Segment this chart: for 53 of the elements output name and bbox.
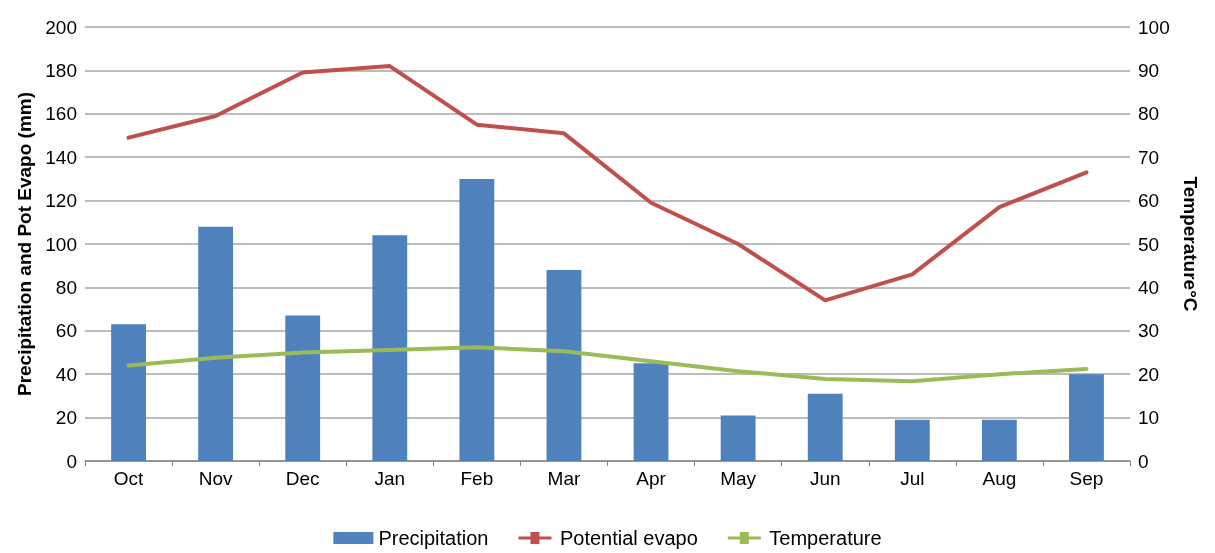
line-series <box>126 345 1089 384</box>
y-tick-label: 140 <box>45 146 77 168</box>
x-tick-label: May <box>720 468 757 489</box>
y2-tick-label: 0 <box>1138 450 1149 472</box>
bar <box>111 324 146 461</box>
legend-label: Precipitation <box>378 527 489 549</box>
legend-label: Temperature <box>769 527 882 549</box>
bar <box>981 419 1017 461</box>
y-tick-label: 100 <box>45 233 77 255</box>
y-tick-label: 20 <box>55 407 77 429</box>
y-tick-label: 40 <box>55 363 77 385</box>
x-tick-label: Apr <box>636 468 667 489</box>
y2-tick-label: 70 <box>1138 146 1160 168</box>
y-tick-label: 0 <box>66 450 77 472</box>
x-tick-label: Jul <box>900 468 925 489</box>
bar <box>372 235 408 461</box>
y2-tick-label: 50 <box>1138 233 1160 255</box>
y-tick-label: 120 <box>45 190 77 212</box>
x-tick-label: Jun <box>809 468 841 489</box>
y2-tick-label: 60 <box>1138 190 1160 212</box>
x-tick-label: Mar <box>547 468 581 489</box>
x-tick-label: Nov <box>198 468 234 489</box>
y2-axis-title: Temperature°C <box>1179 176 1201 312</box>
y-tick-label: 60 <box>55 320 77 342</box>
legend-label: Potential evapo <box>559 527 698 549</box>
line-series <box>126 64 1089 303</box>
y-tick-label: 180 <box>45 59 77 81</box>
y2-tick-label: 40 <box>1138 276 1160 298</box>
y2-tick-label: 10 <box>1138 407 1160 429</box>
y2-tick-label: 20 <box>1138 363 1160 385</box>
x-tick-label: Sep <box>1069 468 1104 489</box>
y-tick-label: 80 <box>55 276 77 298</box>
x-tick-label: Jan <box>374 468 406 489</box>
y2-tick-label: 100 <box>1138 16 1170 38</box>
bar <box>894 419 930 461</box>
bar <box>1069 374 1104 461</box>
y-tick-label: 200 <box>45 16 77 38</box>
bar <box>459 178 495 461</box>
bar <box>633 363 669 461</box>
x-tick-label: Aug <box>982 468 1017 489</box>
bar <box>198 226 234 461</box>
y2-tick-label: 30 <box>1138 320 1160 342</box>
bar <box>285 315 321 461</box>
y2-tick-label: 80 <box>1138 103 1160 125</box>
bar <box>546 270 582 461</box>
x-tick-label: Feb <box>460 468 494 489</box>
bar <box>720 415 756 461</box>
y-tick-label: 160 <box>45 103 77 125</box>
y-axis-title: Precipitation and Pot Evapo (mm) <box>14 91 36 397</box>
x-tick-label: Oct <box>113 468 145 489</box>
bar <box>807 393 843 461</box>
x-tick-label: Dec <box>285 468 320 489</box>
y2-tick-label: 90 <box>1138 59 1160 81</box>
